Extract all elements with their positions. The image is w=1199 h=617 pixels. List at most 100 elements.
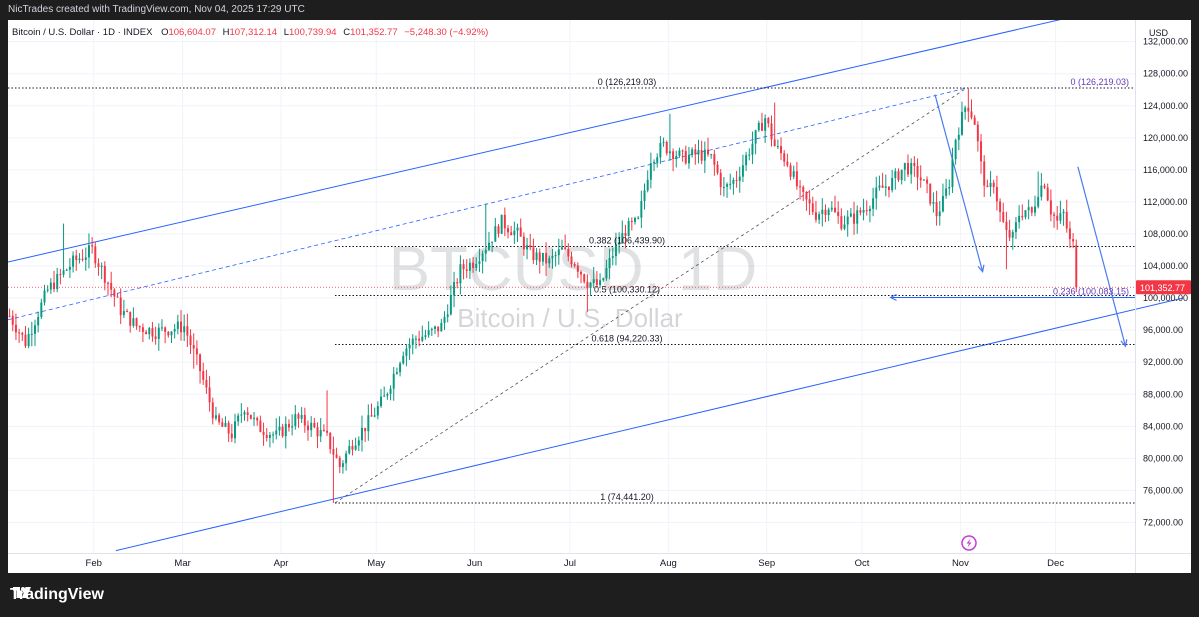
- candle-body: [592, 279, 595, 283]
- candle-body: [722, 186, 725, 188]
- candle-body: [853, 213, 856, 224]
- candle-body: [672, 151, 675, 160]
- candle-body: [586, 281, 589, 288]
- candle-body: [868, 208, 871, 212]
- candle-body: [599, 280, 602, 286]
- price-chart[interactable]: BTCUSD, 1D Bitcoin / U.S. Dollar 0 (126,…: [8, 20, 1191, 573]
- candle-body: [487, 242, 490, 250]
- candle-body: [405, 348, 408, 356]
- last-price-box: [1136, 280, 1191, 295]
- candle-body: [583, 274, 586, 282]
- candle-body: [605, 268, 608, 279]
- y-tick-label: 88,000.00: [1143, 389, 1183, 399]
- candle-body: [618, 243, 621, 245]
- candle-body: [573, 264, 576, 266]
- y-tick-label: 104,000.00: [1143, 261, 1188, 271]
- candle-body: [560, 247, 563, 250]
- candle-body: [684, 151, 687, 164]
- candle-body: [691, 149, 694, 156]
- legend-high: 107,312.14: [230, 27, 278, 38]
- candle-body: [668, 151, 671, 154]
- legend-close: 101,352.77: [350, 27, 398, 38]
- candle-body: [1075, 245, 1078, 288]
- candle-body: [548, 258, 551, 264]
- y-tick-label: 80,000.00: [1143, 453, 1183, 463]
- legend-symbol: Bitcoin / U.S. Dollar · 1D · INDEX: [12, 27, 153, 38]
- candle-body: [687, 155, 690, 164]
- alert-icon[interactable]: [961, 535, 977, 551]
- candle-body: [497, 226, 500, 234]
- candle-body: [453, 282, 456, 296]
- candle-body: [81, 258, 84, 260]
- chart-area[interactable]: BTCUSD, 1D Bitcoin / U.S. Dollar 0 (126,…: [8, 20, 1191, 573]
- candle-body: [449, 295, 452, 315]
- candle-body: [1065, 211, 1068, 229]
- watermark-name: Bitcoin / U.S. Dollar: [457, 303, 683, 333]
- candle-body: [1040, 185, 1043, 197]
- candle-body: [307, 425, 309, 431]
- candle-body: [713, 154, 716, 165]
- candle-body: [783, 153, 786, 162]
- candle-body: [472, 262, 475, 268]
- candle-body: [462, 264, 465, 270]
- tradingview-logo[interactable]: TradingView: [10, 585, 104, 605]
- candle-body: [62, 270, 65, 275]
- candle-body: [411, 338, 414, 345]
- candle-body: [907, 163, 909, 175]
- candle-body: [33, 325, 36, 334]
- candle-body: [214, 415, 217, 419]
- candle-body: [1024, 210, 1027, 218]
- candle-body: [107, 282, 109, 284]
- candle-body: [40, 302, 43, 317]
- candle-body: [897, 171, 900, 181]
- candle-body: [1034, 206, 1036, 213]
- candle-body: [821, 209, 824, 215]
- candle-body: [976, 124, 979, 142]
- candle-body: [507, 228, 509, 233]
- y-tick-label: 92,000.00: [1143, 357, 1183, 367]
- candle-body: [294, 414, 297, 427]
- candle-body: [367, 415, 370, 432]
- legend-low: 100,739.94: [289, 27, 337, 38]
- candle-body: [675, 155, 678, 160]
- candle-body: [272, 434, 275, 436]
- candle-body: [154, 336, 157, 339]
- fib-labels: 0 (126,219.03) 0.382 (106,439.90) 0.5 (100…: [589, 77, 1129, 502]
- candle-body: [659, 143, 662, 158]
- candle-body: [989, 182, 992, 187]
- candle-body: [364, 427, 367, 432]
- candle-body: [373, 415, 376, 417]
- candle-body: [929, 183, 932, 204]
- candle-body: [614, 244, 617, 257]
- candle-body: [1021, 215, 1024, 218]
- candle-body: [268, 435, 271, 438]
- candle-body: [1046, 187, 1049, 201]
- candle-body: [513, 230, 516, 236]
- candle-body: [167, 331, 170, 336]
- y-tick-label: 108,000.00: [1143, 229, 1188, 239]
- candle-body: [21, 332, 24, 335]
- fib-level-label: 0.618 (94,220.33): [591, 333, 662, 343]
- candle-body: [59, 274, 62, 276]
- candle-body: [719, 172, 722, 188]
- x-tick-label: Dec: [1047, 558, 1064, 569]
- candle-body: [113, 289, 116, 297]
- candle-body: [862, 210, 865, 213]
- candle-body: [427, 330, 430, 336]
- candle-body: [376, 406, 379, 416]
- candle-body: [802, 186, 805, 192]
- candle-body: [532, 247, 535, 261]
- candle-body: [843, 224, 846, 229]
- candle-body: [287, 423, 290, 428]
- candle-body: [954, 139, 957, 160]
- candle-body: [240, 414, 243, 416]
- candle-body: [421, 336, 424, 341]
- candle-body: [551, 256, 554, 259]
- projection-arrow-head: [977, 264, 985, 274]
- candle-body: [49, 282, 52, 290]
- candle-body: [402, 355, 405, 364]
- candle-body: [237, 415, 240, 422]
- legend-open: 106,604.07: [168, 27, 216, 38]
- candle-body: [53, 282, 56, 290]
- candle-body: [205, 379, 208, 388]
